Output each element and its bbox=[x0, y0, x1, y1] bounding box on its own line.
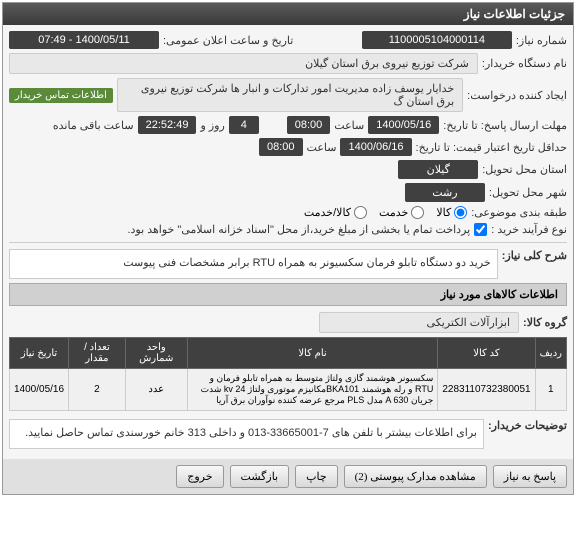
requester-label: ایجاد کننده درخواست: bbox=[467, 89, 567, 102]
validity-label: حداقل تاریخ اعتبار قیمت: تا تاریخ: bbox=[416, 141, 567, 154]
summary-label: شرح کلی نیاز: bbox=[502, 249, 567, 262]
process-checkbox[interactable] bbox=[474, 223, 487, 236]
notes-label: توضیحات خریدار: bbox=[488, 419, 567, 432]
province-label: استان محل تحویل: bbox=[482, 163, 567, 176]
summary-row: شرح کلی نیاز: خرید دو دستگاه تابلو فرمان… bbox=[9, 249, 567, 279]
cell-unit: عدد bbox=[125, 369, 187, 411]
cell-row: 1 bbox=[535, 369, 566, 411]
radio-service-input[interactable] bbox=[411, 206, 424, 219]
th-name: نام کالا bbox=[187, 338, 438, 369]
exit-button[interactable]: خروج bbox=[176, 465, 223, 488]
province-row: استان محل تحویل: گیلان bbox=[9, 160, 567, 179]
cell-qty: 2 bbox=[69, 369, 126, 411]
th-row: ردیف bbox=[535, 338, 566, 369]
province-value: گیلان bbox=[398, 160, 478, 179]
requester-row: ایجاد کننده درخواست: خدایار یوسف زاده مد… bbox=[9, 78, 567, 112]
radio-goods[interactable]: کالا bbox=[436, 206, 467, 219]
requester-value: خدایار یوسف زاده مدیریت امور تدارکات و ا… bbox=[117, 78, 463, 112]
process-note: پرداخت تمام یا بخشی از مبلغ خرید،از محل … bbox=[127, 223, 470, 236]
category-row: طبقه بندی موضوعی: کالا خدمت کالا/خدمت bbox=[9, 206, 567, 219]
city-row: شهر محل تحویل: رشت bbox=[9, 183, 567, 202]
footer-buttons: پاسخ به نیاز مشاهده مدارک پیوستی (2) چاپ… bbox=[3, 459, 573, 494]
days-unit: روز و bbox=[200, 119, 224, 132]
announce-value: 1400/05/11 - 07:49 bbox=[9, 31, 159, 49]
summary-text: خرید دو دستگاه تابلو فرمان سکسیونر به هم… bbox=[9, 249, 498, 279]
group-value: ابزارآلات الکتریکی bbox=[319, 312, 519, 333]
city-value: رشت bbox=[405, 183, 485, 202]
deadline-row: مهلت ارسال پاسخ: تا تاریخ: 1400/05/16 سا… bbox=[9, 116, 567, 134]
validity-hour: 08:00 bbox=[259, 138, 303, 156]
th-qty: تعداد / مقدار bbox=[69, 338, 126, 369]
radio-service-label: خدمت bbox=[379, 206, 408, 219]
validity-date: 1400/06/16 bbox=[340, 138, 411, 156]
days-value: 4 bbox=[229, 116, 259, 134]
th-unit: واحد شمارش bbox=[125, 338, 187, 369]
radio-goods-label: کالا bbox=[436, 206, 451, 219]
buyer-row: نام دستگاه خریدار: شرکت توزیع نیروی برق … bbox=[9, 53, 567, 74]
buyer-value: شرکت توزیع نیروی برق استان گیلان bbox=[9, 53, 478, 74]
group-row: گروه کالا: ابزارآلات الکتریکی bbox=[9, 312, 567, 333]
announce-label: تاریخ و ساعت اعلان عمومی: bbox=[163, 34, 293, 47]
back-button[interactable]: بازگشت bbox=[230, 465, 290, 488]
validity-row: حداقل تاریخ اعتبار قیمت: تا تاریخ: 1400/… bbox=[9, 138, 567, 156]
process-row: نوع فرآیند خرید : پرداخت تمام یا بخشی از… bbox=[9, 223, 567, 236]
attachments-button[interactable]: مشاهده مدارک پیوستی (2) bbox=[344, 465, 487, 488]
main-panel: جزئیات اطلاعات نیاز شماره نیاز: 11000051… bbox=[2, 2, 574, 495]
deadline-hour: 08:00 bbox=[287, 116, 331, 134]
print-button[interactable]: چاپ bbox=[295, 465, 338, 488]
th-date: تاریخ نیاز bbox=[10, 338, 69, 369]
radio-both[interactable]: کالا/خدمت bbox=[304, 206, 367, 219]
need-number-row: شماره نیاز: 1100005104000114 تاریخ و ساع… bbox=[9, 31, 567, 49]
buyer-label: نام دستگاه خریدار: bbox=[482, 57, 567, 70]
time-remaining: 22:52:49 bbox=[138, 116, 197, 134]
remaining-label: ساعت باقی مانده bbox=[53, 119, 134, 132]
deadline-hour-label: ساعت bbox=[334, 119, 364, 132]
category-radio-group: کالا خدمت کالا/خدمت bbox=[304, 206, 467, 219]
radio-both-label: کالا/خدمت bbox=[304, 206, 351, 219]
items-table: ردیف کد کالا نام کالا واحد شمارش تعداد /… bbox=[9, 337, 567, 411]
table-row[interactable]: 1 2283110732380051 سکسیونر هوشمند گازی و… bbox=[10, 369, 567, 411]
notes-text: برای اطلاعات بیشتر با تلفن های 7-3366500… bbox=[9, 419, 484, 449]
th-code: کد کالا bbox=[438, 338, 535, 369]
respond-button[interactable]: پاسخ به نیاز bbox=[493, 465, 567, 488]
radio-goods-input[interactable] bbox=[454, 206, 467, 219]
deadline-date: 1400/05/16 bbox=[368, 116, 439, 134]
category-label: طبقه بندی موضوعی: bbox=[471, 206, 567, 219]
cell-date: 1400/05/16 bbox=[10, 369, 69, 411]
table-header-row: ردیف کد کالا نام کالا واحد شمارش تعداد /… bbox=[10, 338, 567, 369]
city-label: شهر محل تحویل: bbox=[489, 186, 567, 199]
panel-body: شماره نیاز: 1100005104000114 تاریخ و ساع… bbox=[3, 25, 573, 459]
deadline-label: مهلت ارسال پاسخ: تا تاریخ: bbox=[443, 119, 567, 132]
cell-name: سکسیونر هوشمند گازی ولتاژ متوسط به همراه… bbox=[187, 369, 438, 411]
need-number-value: 1100005104000114 bbox=[362, 31, 512, 49]
need-number-label: شماره نیاز: bbox=[516, 34, 567, 47]
radio-both-input[interactable] bbox=[354, 206, 367, 219]
group-label: گروه کالا: bbox=[523, 316, 567, 329]
panel-title: جزئیات اطلاعات نیاز bbox=[3, 3, 573, 25]
validity-hour-label: ساعت bbox=[307, 141, 337, 154]
cell-code: 2283110732380051 bbox=[438, 369, 535, 411]
radio-service[interactable]: خدمت bbox=[379, 206, 424, 219]
process-label: نوع فرآیند خرید : bbox=[491, 223, 567, 236]
notes-row: توضیحات خریدار: برای اطلاعات بیشتر با تل… bbox=[9, 419, 567, 449]
items-section-title: اطلاعات کالاهای مورد نیاز bbox=[9, 283, 567, 306]
contact-info-button[interactable]: اطلاعات تماس خریدار bbox=[9, 88, 113, 103]
